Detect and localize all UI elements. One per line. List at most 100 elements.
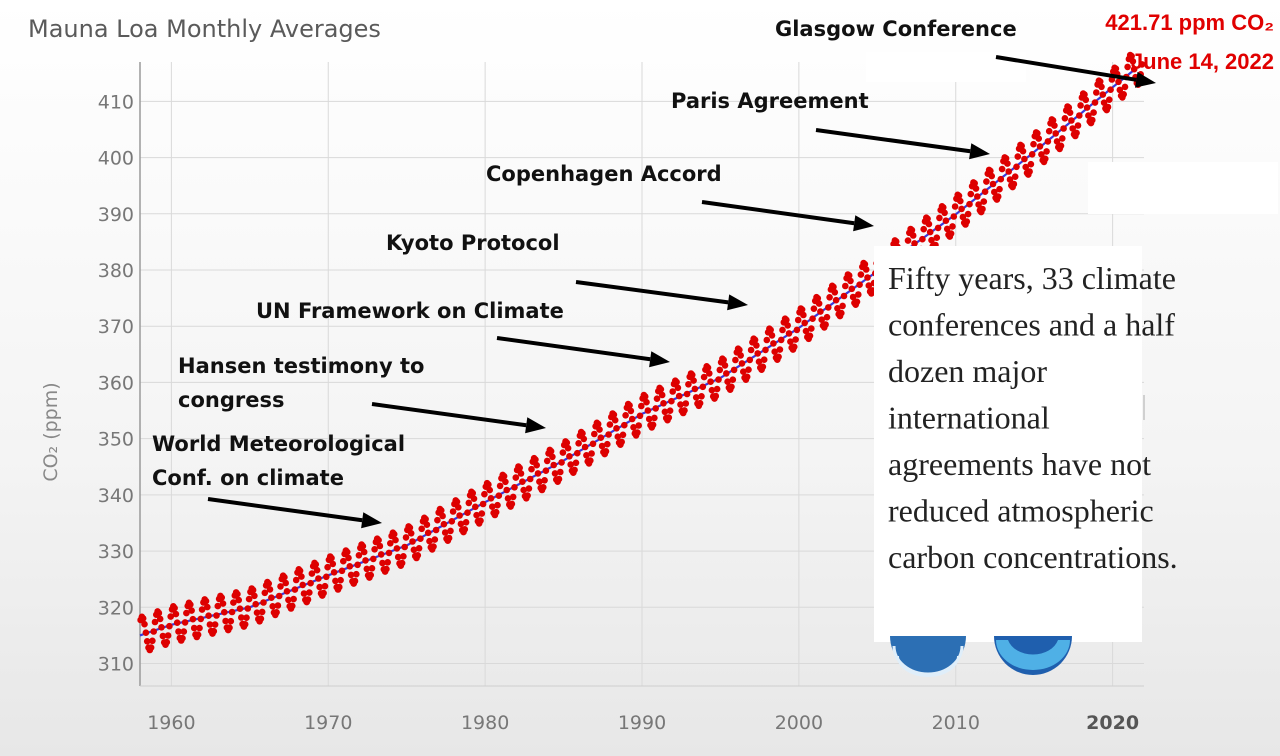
data-point (666, 407, 674, 415)
annotation-arrow-shaft (496, 336, 651, 362)
data-point (840, 292, 848, 300)
text-panel (874, 246, 1142, 642)
data-point (1082, 96, 1090, 104)
data-point (238, 614, 245, 621)
data-point (704, 364, 712, 372)
y-tick-label: 390 (98, 204, 134, 226)
data-point (794, 316, 802, 324)
data-point (424, 529, 432, 537)
data-point (194, 631, 202, 638)
data-point (1077, 102, 1084, 109)
data-point (1085, 112, 1092, 119)
data-point (268, 594, 275, 601)
data-point (591, 430, 598, 438)
data-point (251, 592, 258, 600)
data-point (296, 567, 304, 575)
data-point (767, 326, 774, 334)
data-point (336, 583, 343, 591)
data-point (392, 536, 399, 544)
data-point (784, 322, 791, 329)
data-point (972, 185, 980, 192)
data-point (329, 560, 337, 568)
data-point (481, 490, 488, 498)
data-point (542, 467, 550, 475)
data-point (139, 615, 147, 622)
data-point (422, 515, 429, 523)
data-point (1091, 99, 1099, 106)
data-point (622, 412, 629, 419)
data-point (849, 293, 857, 301)
data-point (1093, 89, 1100, 96)
data-point (525, 485, 533, 492)
data-point (634, 429, 641, 436)
data-point (594, 420, 602, 428)
data-point (307, 579, 314, 587)
data-point (675, 392, 683, 400)
data-point (558, 459, 565, 466)
data-point (1052, 130, 1059, 137)
data-point (478, 510, 486, 517)
chart-axes (139, 62, 1144, 687)
data-point (230, 599, 237, 606)
data-point (823, 313, 831, 321)
data-point (652, 405, 659, 412)
note-line: reduced atmospheric (888, 493, 1154, 529)
data-point (494, 501, 501, 509)
data-point (202, 597, 210, 605)
data-point (1107, 86, 1114, 93)
data-point (172, 610, 180, 618)
data-point (407, 530, 415, 537)
data-point (815, 300, 823, 307)
data-point (149, 637, 156, 645)
data-point (159, 632, 167, 640)
data-point (236, 605, 244, 612)
data-point (274, 602, 282, 609)
data-point (713, 385, 721, 393)
data-point (635, 422, 642, 429)
data-point (371, 546, 378, 553)
x-tick-label: 1970 (304, 712, 352, 734)
data-point (147, 644, 155, 651)
data-point (479, 500, 487, 508)
data-point (947, 230, 955, 237)
data-point (472, 503, 479, 511)
data-point (783, 316, 790, 324)
data-point (1129, 58, 1137, 65)
data-point (1061, 115, 1069, 122)
data-point (691, 385, 699, 393)
data-point (227, 617, 235, 625)
data-point (1038, 151, 1045, 158)
data-point (638, 402, 645, 410)
data-point (456, 512, 463, 519)
data-point (387, 540, 394, 547)
data-point (1013, 163, 1020, 171)
data-point (991, 188, 998, 196)
data-point (909, 232, 917, 239)
x-tick-labels: 1960 1970 1980 1990 2000 2010 2020 (147, 712, 1139, 734)
data-point (519, 478, 526, 486)
data-point (235, 596, 242, 604)
data-point (337, 576, 344, 584)
annotation-wmo: World Meteorological Conf. on climate (152, 432, 405, 529)
data-point (281, 573, 288, 581)
data-point (252, 600, 259, 608)
data-point (708, 386, 716, 394)
data-point (426, 537, 433, 545)
data-point (677, 401, 684, 408)
data-point (441, 529, 449, 536)
data-point (853, 298, 861, 306)
data-point (306, 589, 313, 596)
data-point (551, 470, 559, 477)
data-point (547, 447, 555, 455)
data-point (669, 388, 676, 395)
annotation-unfccc: UN Framework on Climate (256, 299, 670, 368)
data-point (919, 235, 926, 243)
data-point (173, 619, 181, 626)
data-point (997, 175, 1005, 183)
data-point (196, 624, 203, 632)
data-point (536, 478, 543, 486)
data-point (723, 370, 730, 377)
data-point (848, 285, 856, 293)
data-point (730, 366, 738, 374)
data-point (461, 526, 469, 533)
